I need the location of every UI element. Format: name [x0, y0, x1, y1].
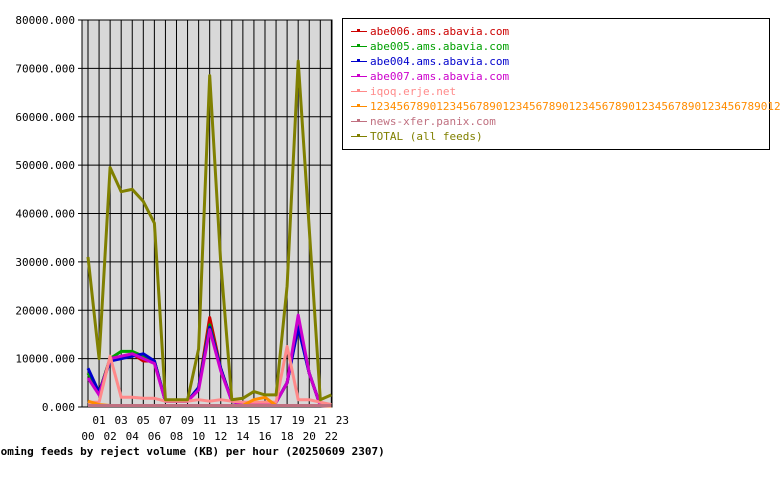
legend-label: abe005.ams.abavia.com [370, 40, 510, 53]
legend-label: abe004.ams.abavia.com [370, 55, 510, 68]
x-tick-label: 09 [181, 414, 194, 427]
x-tick-label: 05 [137, 414, 150, 427]
x-tick-label: 16 [258, 430, 271, 443]
series-line-iqoq-erje-net [88, 345, 332, 407]
y-tick-label: 50000.000 [15, 159, 75, 172]
x-tick-label: 04 [126, 430, 140, 443]
legend-item: TOTAL (all feeds) [343, 129, 769, 144]
legend-marker [357, 29, 360, 32]
legend-marker [357, 134, 360, 137]
x-tick-label: 19 [292, 414, 305, 427]
series-line-total-all-feeds- [86, 59, 332, 402]
legend-label: abe006.ams.abavia.com [370, 25, 510, 38]
x-tick-label: 00 [81, 430, 94, 443]
x-tick-label: 12 [214, 430, 227, 443]
legend-marker [357, 59, 360, 62]
x-tick-label: 17 [269, 414, 282, 427]
legend-item: abe004.ams.abavia.com [343, 54, 769, 69]
legend-marker [357, 44, 360, 47]
legend-label: TOTAL (all feeds) [370, 130, 483, 143]
series-lines [86, 59, 332, 408]
legend-item: abe007.ams.abavia.com [343, 69, 769, 84]
x-tick-label: 10 [192, 430, 205, 443]
x-tick-label: 03 [115, 414, 128, 427]
x-tick-label: 13 [225, 414, 238, 427]
legend-item: abe005.ams.abavia.com [343, 39, 769, 54]
y-axis-ticks: 0.000 10000.000 20000.000 30000.000 40000.00… [15, 14, 82, 414]
x-axis-ticks: 00 02 04 06 08 10 12 14 16 18 20 22 01 03 05 07 09 11 13 15… [81, 414, 349, 443]
x-tick-label: 07 [159, 414, 172, 427]
legend-label: abe007.ams.abavia.com [370, 70, 510, 83]
legend-marker [357, 104, 360, 107]
legend-label: iqoq.erje.net [370, 85, 457, 98]
legend-marker [357, 89, 360, 92]
chart-title: coming feeds by reject volume (KB) per h… [0, 445, 385, 458]
x-tick-label: 14 [236, 430, 250, 443]
x-tick-label: 18 [280, 430, 293, 443]
x-tick-label: 11 [203, 414, 216, 427]
x-tick-label: 22 [325, 430, 338, 443]
x-tick-label: 15 [247, 414, 260, 427]
legend-item: abe006.ams.abavia.com [343, 24, 769, 39]
y-tick-label: 0.000 [42, 401, 75, 414]
x-tick-label: 23 [336, 414, 349, 427]
y-tick-label: 40000.000 [15, 208, 75, 221]
y-tick-label: 60000.000 [15, 111, 75, 124]
legend-item: 1234567890123456789012345678901234567890… [343, 99, 780, 114]
x-tick-label: 20 [303, 430, 316, 443]
legend-label: 1234567890123456789012345678901234567890… [370, 100, 780, 113]
legend-label: news-xfer.panix.com [370, 115, 496, 128]
y-tick-label: 10000.000 [15, 353, 75, 366]
y-tick-label: 20000.000 [15, 304, 75, 317]
x-tick-label: 02 [103, 430, 116, 443]
x-tick-label: 08 [170, 430, 183, 443]
legend: abe006.ams.abavia.com abe005.ams.abavia.c… [342, 18, 780, 150]
y-tick-label: 70000.000 [15, 62, 75, 75]
legend-item: news-xfer.panix.com [343, 114, 769, 129]
y-tick-label: 30000.000 [15, 256, 75, 269]
x-tick-label: 01 [92, 414, 105, 427]
legend-item: iqoq.erje.net [343, 84, 769, 99]
legend-marker [357, 119, 360, 122]
y-tick-label: 80000.000 [15, 14, 75, 27]
x-tick-label: 06 [148, 430, 161, 443]
x-tick-label: 21 [314, 414, 327, 427]
legend-marker [357, 74, 360, 77]
